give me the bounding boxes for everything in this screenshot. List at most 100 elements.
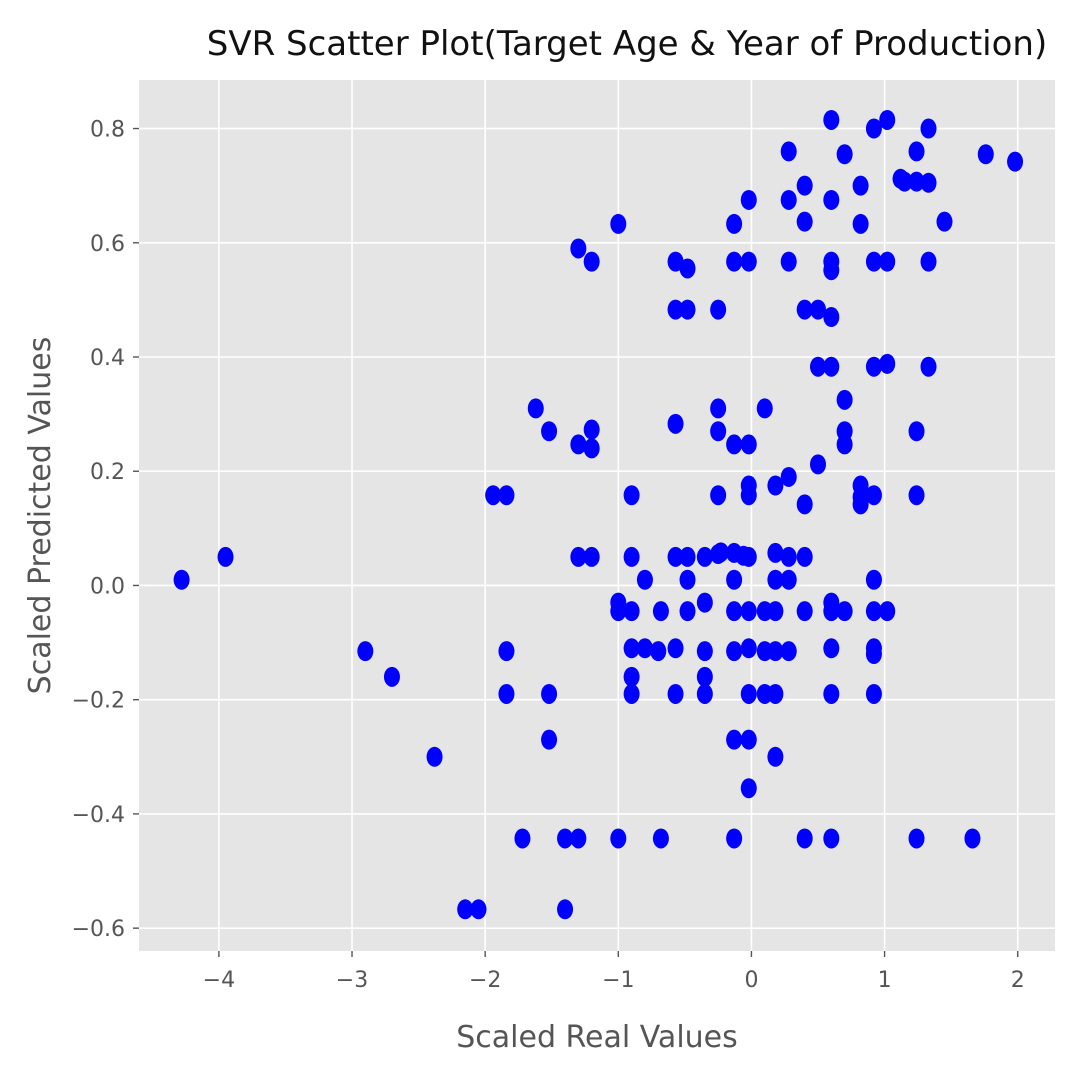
data-point xyxy=(823,683,840,704)
data-point xyxy=(852,175,869,196)
data-point xyxy=(796,601,813,622)
data-point xyxy=(623,601,640,622)
data-point xyxy=(810,299,827,320)
data-point xyxy=(726,434,743,455)
data-point xyxy=(823,601,840,622)
data-point xyxy=(726,641,743,662)
data-point xyxy=(852,213,869,234)
data-point xyxy=(796,828,813,849)
data-point xyxy=(740,189,757,210)
data-point xyxy=(865,644,882,665)
data-point xyxy=(740,683,757,704)
x-tick-label: −3 xyxy=(336,968,368,993)
data-point xyxy=(570,434,587,455)
data-point xyxy=(920,251,937,272)
data-point xyxy=(457,899,474,920)
data-point xyxy=(667,299,684,320)
data-point xyxy=(173,569,190,590)
data-point xyxy=(780,251,797,272)
data-point xyxy=(740,638,757,659)
data-point xyxy=(780,641,797,662)
data-point xyxy=(836,389,853,410)
data-point xyxy=(1007,151,1024,172)
data-point xyxy=(920,118,937,139)
x-tick-label: 0 xyxy=(744,968,758,993)
data-point xyxy=(740,251,757,272)
data-point xyxy=(740,601,757,622)
x-axis-label: Scaled Real Values xyxy=(456,1020,738,1055)
data-point xyxy=(583,546,600,567)
y-tick-label: 0.8 xyxy=(90,118,125,143)
data-point xyxy=(652,601,669,622)
data-point xyxy=(541,729,558,750)
data-point xyxy=(726,828,743,849)
data-point xyxy=(610,828,627,849)
data-point xyxy=(823,189,840,210)
data-point xyxy=(767,601,784,622)
data-point xyxy=(623,546,640,567)
data-point xyxy=(936,211,953,232)
data-point xyxy=(780,466,797,487)
data-point xyxy=(557,899,574,920)
data-point xyxy=(908,171,925,192)
data-point xyxy=(740,434,757,455)
data-point xyxy=(498,485,515,506)
x-tick-label: 1 xyxy=(878,968,892,993)
data-point xyxy=(696,666,713,687)
data-point xyxy=(767,542,784,563)
data-point xyxy=(426,746,443,767)
data-point xyxy=(780,546,797,567)
data-point xyxy=(796,211,813,232)
data-point xyxy=(726,213,743,234)
data-point xyxy=(865,356,882,377)
data-point xyxy=(796,546,813,567)
data-point xyxy=(726,601,743,622)
data-point xyxy=(610,601,627,622)
x-tick-label: −1 xyxy=(602,968,634,993)
data-point xyxy=(583,438,600,459)
data-point xyxy=(636,638,653,659)
y-tick-label: −0.6 xyxy=(72,917,125,942)
data-point xyxy=(710,299,727,320)
data-point xyxy=(557,828,574,849)
data-point xyxy=(527,398,544,419)
x-tick-label: 2 xyxy=(1011,968,1025,993)
data-point xyxy=(667,251,684,272)
data-point xyxy=(796,494,813,515)
data-point xyxy=(740,778,757,799)
data-point xyxy=(740,546,757,567)
data-point xyxy=(667,413,684,434)
data-point xyxy=(696,683,713,704)
data-point xyxy=(756,398,773,419)
plot-area xyxy=(139,80,1055,951)
data-point xyxy=(679,569,696,590)
data-point xyxy=(865,569,882,590)
data-point xyxy=(879,109,896,130)
data-point xyxy=(823,307,840,328)
data-point xyxy=(865,485,882,506)
data-point xyxy=(541,421,558,442)
data-point xyxy=(679,601,696,622)
data-point xyxy=(852,486,869,507)
data-point xyxy=(767,746,784,767)
data-point xyxy=(610,213,627,234)
data-point xyxy=(879,601,896,622)
data-point xyxy=(823,828,840,849)
data-point xyxy=(650,641,667,662)
grid-lines xyxy=(139,80,1055,951)
data-point xyxy=(667,683,684,704)
data-point xyxy=(865,683,882,704)
x-tick-label: −4 xyxy=(203,968,235,993)
data-point xyxy=(823,260,840,281)
data-point xyxy=(879,251,896,272)
data-point xyxy=(623,683,640,704)
data-point xyxy=(514,828,531,849)
data-point xyxy=(667,638,684,659)
data-point xyxy=(623,485,640,506)
data-point xyxy=(767,475,784,496)
data-point xyxy=(964,828,981,849)
data-point xyxy=(636,569,653,590)
data-point xyxy=(908,828,925,849)
